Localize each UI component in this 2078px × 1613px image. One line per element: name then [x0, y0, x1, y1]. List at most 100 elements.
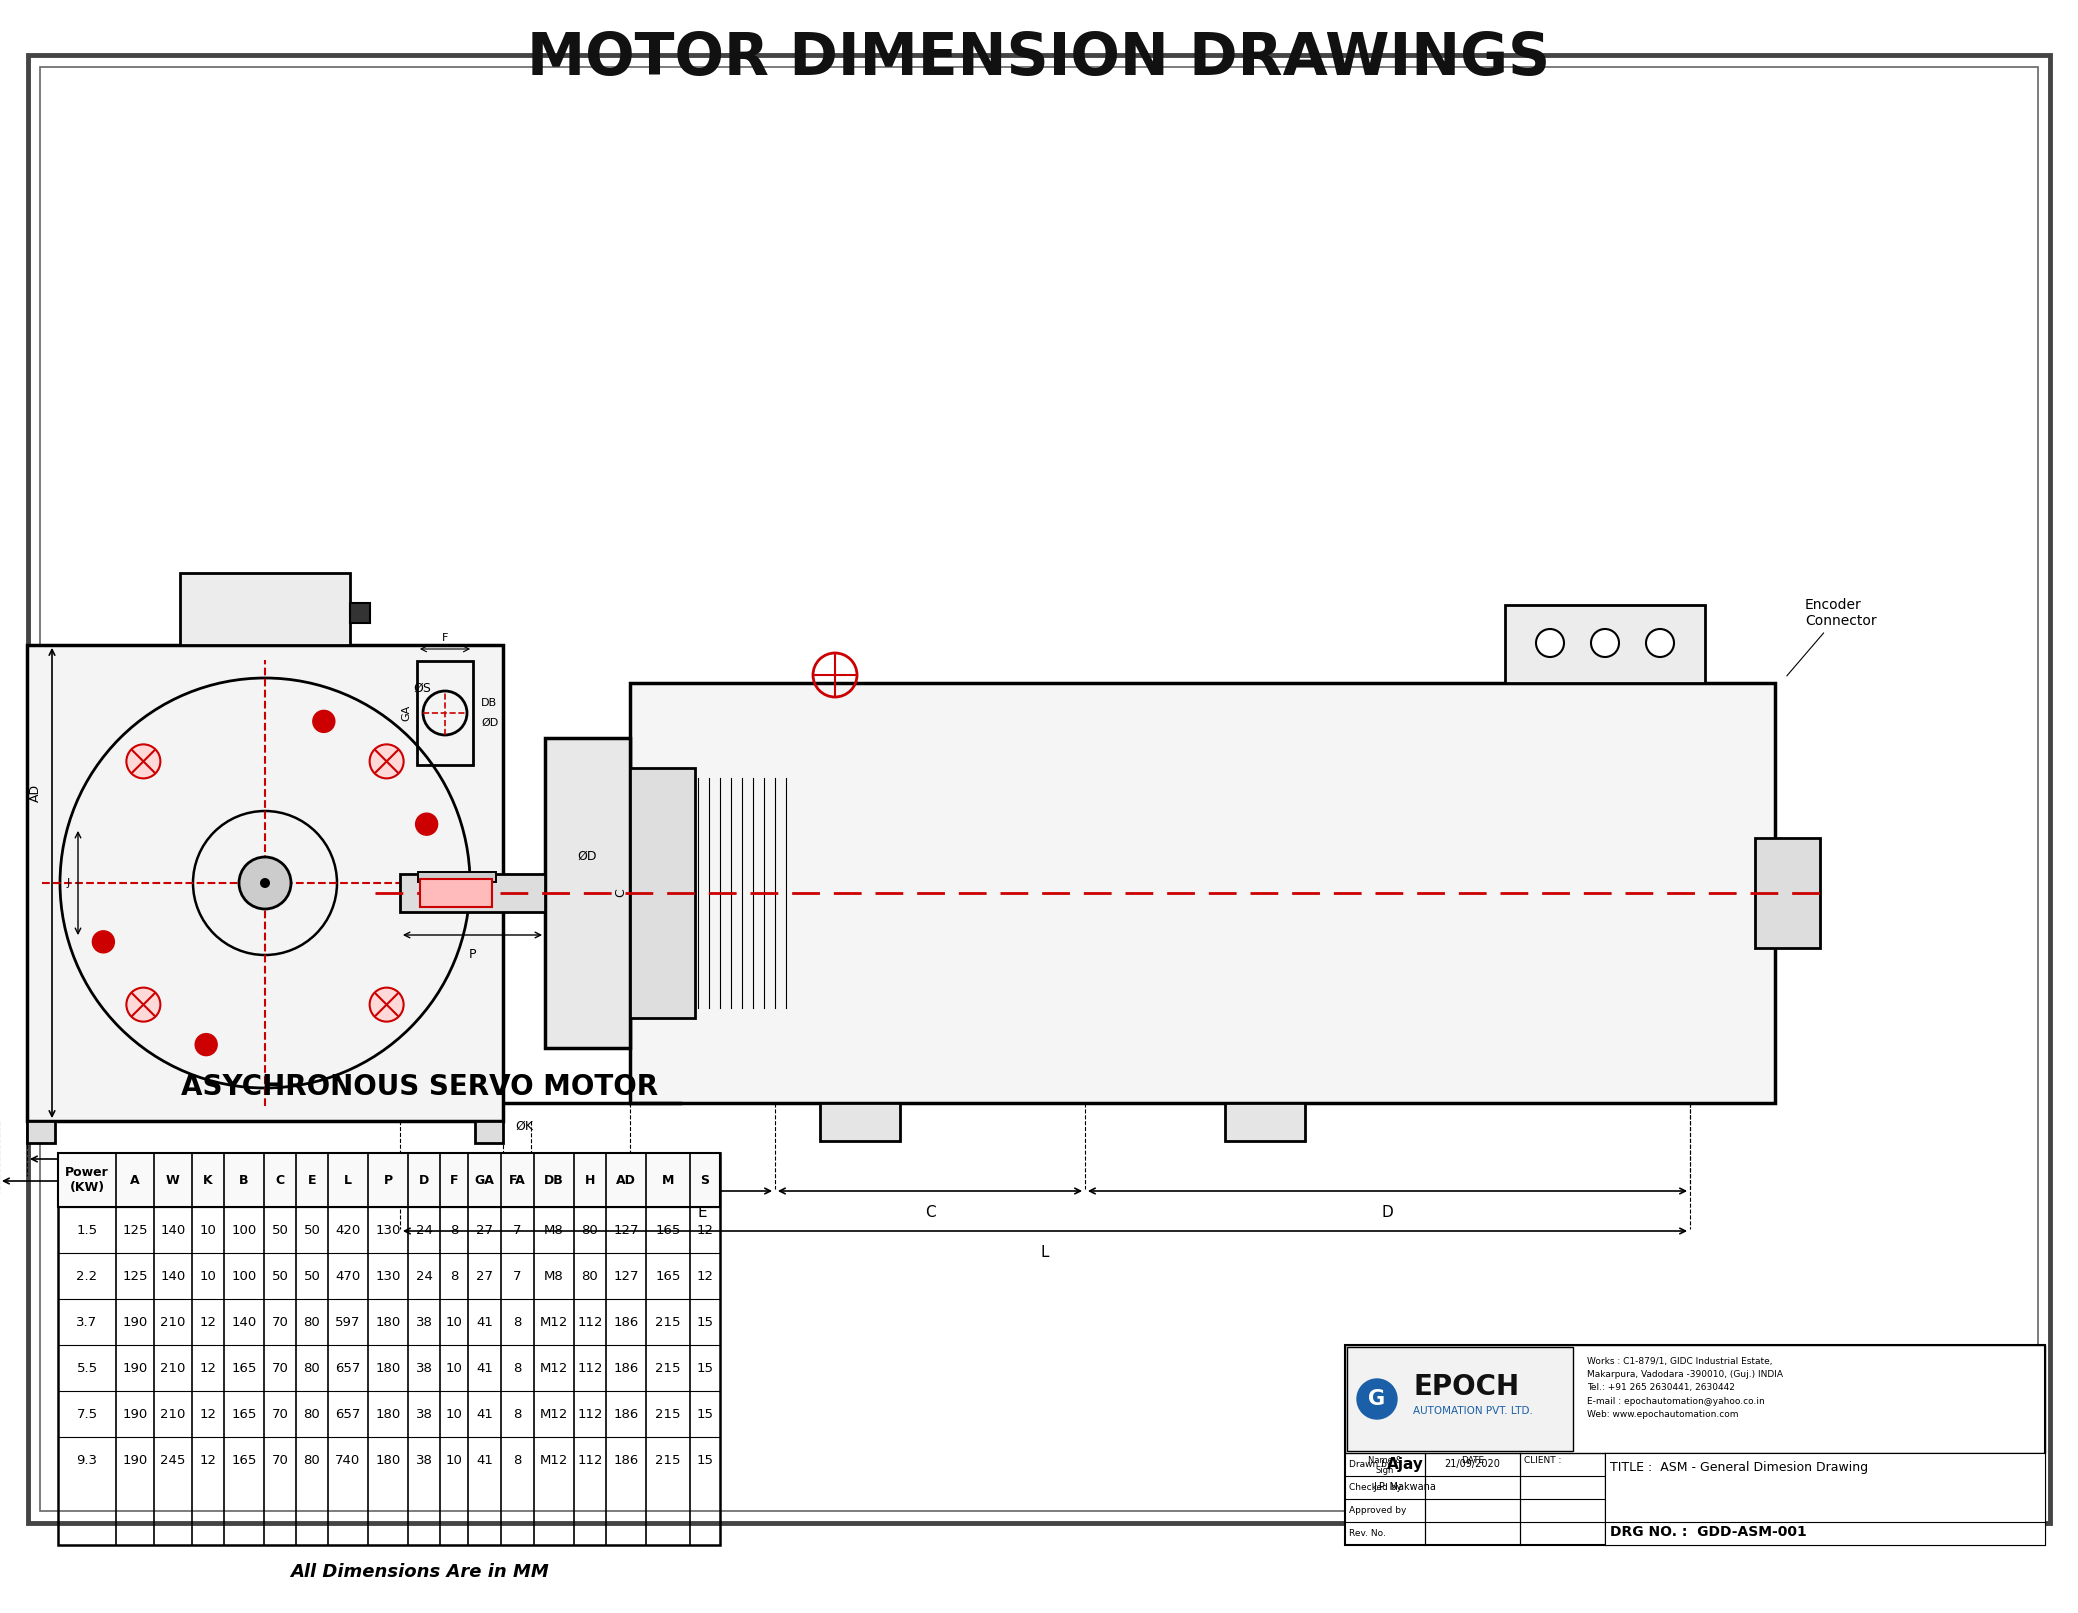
Text: 165: 165	[231, 1408, 258, 1421]
Text: 100: 100	[231, 1224, 256, 1237]
Text: 180: 180	[376, 1408, 401, 1421]
Text: M8: M8	[544, 1224, 563, 1237]
Text: 70: 70	[272, 1453, 289, 1466]
Text: P: P	[470, 948, 476, 961]
Text: DATE: DATE	[1461, 1457, 1484, 1465]
Text: 7: 7	[513, 1269, 522, 1282]
Text: 186: 186	[613, 1408, 638, 1421]
Circle shape	[1536, 629, 1565, 656]
Text: 27: 27	[476, 1224, 492, 1237]
Text: C: C	[276, 1174, 285, 1187]
Text: E: E	[308, 1174, 316, 1187]
Text: 50: 50	[303, 1224, 320, 1237]
Text: 15: 15	[696, 1408, 713, 1421]
Text: D: D	[420, 1174, 430, 1187]
Text: 165: 165	[655, 1224, 682, 1237]
Text: 70: 70	[272, 1361, 289, 1374]
Text: 8: 8	[513, 1453, 522, 1466]
Text: 112: 112	[578, 1453, 603, 1466]
Text: 10: 10	[445, 1408, 463, 1421]
Text: Name &
Sign: Name & Sign	[1367, 1457, 1403, 1476]
Text: ØK: ØK	[515, 1119, 532, 1132]
Circle shape	[1646, 629, 1675, 656]
Text: 140: 140	[160, 1224, 185, 1237]
Text: J: J	[66, 877, 71, 889]
Text: 5.5: 5.5	[77, 1361, 98, 1374]
Text: ØS: ØS	[414, 682, 430, 695]
Text: EPOCH: EPOCH	[1413, 1373, 1519, 1402]
Text: 130: 130	[376, 1269, 401, 1282]
Text: CLIENT :: CLIENT :	[1523, 1457, 1561, 1465]
Text: 27: 27	[476, 1269, 492, 1282]
Text: 80: 80	[303, 1316, 320, 1329]
Text: AD: AD	[615, 1174, 636, 1187]
Text: M12: M12	[540, 1361, 567, 1374]
Text: 127: 127	[613, 1269, 638, 1282]
Text: 12: 12	[199, 1316, 216, 1329]
Text: 215: 215	[655, 1361, 682, 1374]
Text: 80: 80	[582, 1269, 598, 1282]
Text: Checked by: Checked by	[1349, 1482, 1403, 1492]
Text: E: E	[698, 1205, 707, 1219]
Text: 7.5: 7.5	[77, 1408, 98, 1421]
Text: 165: 165	[231, 1361, 258, 1374]
Text: 50: 50	[272, 1269, 289, 1282]
Text: 190: 190	[123, 1316, 148, 1329]
Text: 130: 130	[376, 1224, 401, 1237]
Text: 38: 38	[416, 1361, 432, 1374]
Text: 215: 215	[655, 1316, 682, 1329]
Text: Ajay: Ajay	[1386, 1457, 1423, 1473]
Bar	[1347, 1347, 1573, 1452]
Text: AD: AD	[29, 784, 42, 802]
Bar	[630, 768, 694, 1018]
Text: 127: 127	[613, 1224, 638, 1237]
Text: 12: 12	[199, 1453, 216, 1466]
Text: 8: 8	[513, 1316, 522, 1329]
Text: 70: 70	[272, 1316, 289, 1329]
Bar	[1756, 839, 1820, 948]
Text: 8: 8	[513, 1361, 522, 1374]
Text: M8: M8	[544, 1269, 563, 1282]
Text: J.P. Makwana: J.P. Makwana	[1374, 1482, 1436, 1492]
Circle shape	[1592, 629, 1619, 656]
Text: L: L	[1041, 1245, 1049, 1260]
Text: C: C	[925, 1205, 935, 1219]
Text: 112: 112	[578, 1361, 603, 1374]
Text: 38: 38	[416, 1408, 432, 1421]
Bar	[1226, 1103, 1305, 1140]
Text: 8: 8	[449, 1269, 457, 1282]
Text: M12: M12	[540, 1316, 567, 1329]
Text: GA: GA	[474, 1174, 495, 1187]
Text: C: C	[613, 889, 628, 897]
Text: 10: 10	[445, 1361, 463, 1374]
Bar	[476, 1121, 503, 1144]
Circle shape	[370, 987, 403, 1021]
Circle shape	[260, 877, 270, 889]
Text: 740: 740	[335, 1453, 362, 1466]
Text: 186: 186	[613, 1453, 638, 1466]
Text: Approved by: Approved by	[1349, 1507, 1407, 1515]
Text: ØD: ØD	[480, 718, 499, 727]
Text: Rev. No.: Rev. No.	[1349, 1529, 1386, 1539]
Text: 186: 186	[613, 1316, 638, 1329]
Text: TITLE :  ASM - General Dimesion Drawing: TITLE : ASM - General Dimesion Drawing	[1610, 1461, 1868, 1474]
Text: 100: 100	[231, 1269, 256, 1282]
Bar	[58, 1153, 719, 1207]
Text: 140: 140	[231, 1316, 256, 1329]
Text: 180: 180	[376, 1361, 401, 1374]
Text: S: S	[700, 1174, 709, 1187]
Bar	[630, 682, 1775, 1103]
Text: 2.2: 2.2	[77, 1269, 98, 1282]
Text: All Dimensions Are in MM: All Dimensions Are in MM	[291, 1563, 549, 1581]
Text: 420: 420	[335, 1224, 362, 1237]
Text: 112: 112	[578, 1316, 603, 1329]
Text: 15: 15	[696, 1453, 713, 1466]
Text: 7: 7	[513, 1224, 522, 1237]
Circle shape	[91, 931, 114, 953]
Text: 112: 112	[578, 1408, 603, 1421]
Text: ASYCHRONOUS SERVO MOTOR: ASYCHRONOUS SERVO MOTOR	[181, 1073, 659, 1102]
Text: DRG NO. :  GDD-ASM-001: DRG NO. : GDD-ASM-001	[1610, 1524, 1806, 1539]
Text: L: L	[345, 1174, 351, 1187]
Text: 10: 10	[199, 1224, 216, 1237]
Text: 8: 8	[449, 1224, 457, 1237]
